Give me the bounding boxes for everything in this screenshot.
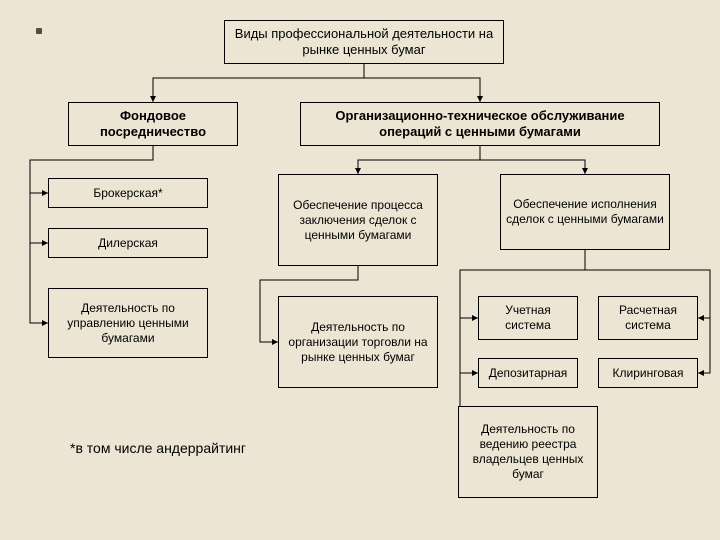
node-broker: Брокерская* xyxy=(48,178,208,208)
node-clearing: Клиринговая xyxy=(598,358,698,388)
edge-10 xyxy=(460,318,478,373)
node-manage: Деятельность по управлению ценными бумаг… xyxy=(48,288,208,358)
edge-4 xyxy=(30,243,48,323)
edge-1 xyxy=(364,64,480,102)
footnote: *в том числе андеррайтинг xyxy=(70,440,246,456)
edge-11 xyxy=(698,318,710,373)
node-raschet: Расчетная система xyxy=(598,296,698,340)
bullet-icon xyxy=(36,28,42,34)
node-uchet: Учетная система xyxy=(478,296,578,340)
node-title: Виды профессиональной деятельности на ры… xyxy=(224,20,504,64)
edge-0 xyxy=(153,64,364,102)
node-l2_left: Фондовое посредничество xyxy=(68,102,238,146)
node-depozit: Депозитарная xyxy=(478,358,578,388)
node-process: Обеспечение процесса заключения сделок с… xyxy=(278,174,438,266)
node-dealer: Дилерская xyxy=(48,228,208,258)
node-exec: Обеспечение исполнения сделок с ценными … xyxy=(500,174,670,250)
node-l2_right: Организационно-техническое обслуживание … xyxy=(300,102,660,146)
edge-6 xyxy=(480,146,585,174)
node-trade: Деятельность по организации торговли на … xyxy=(278,296,438,388)
edge-3 xyxy=(30,193,48,243)
connectors xyxy=(0,0,720,540)
edge-5 xyxy=(358,146,480,174)
node-registry: Деятельность по ведению реестра владельц… xyxy=(458,406,598,498)
